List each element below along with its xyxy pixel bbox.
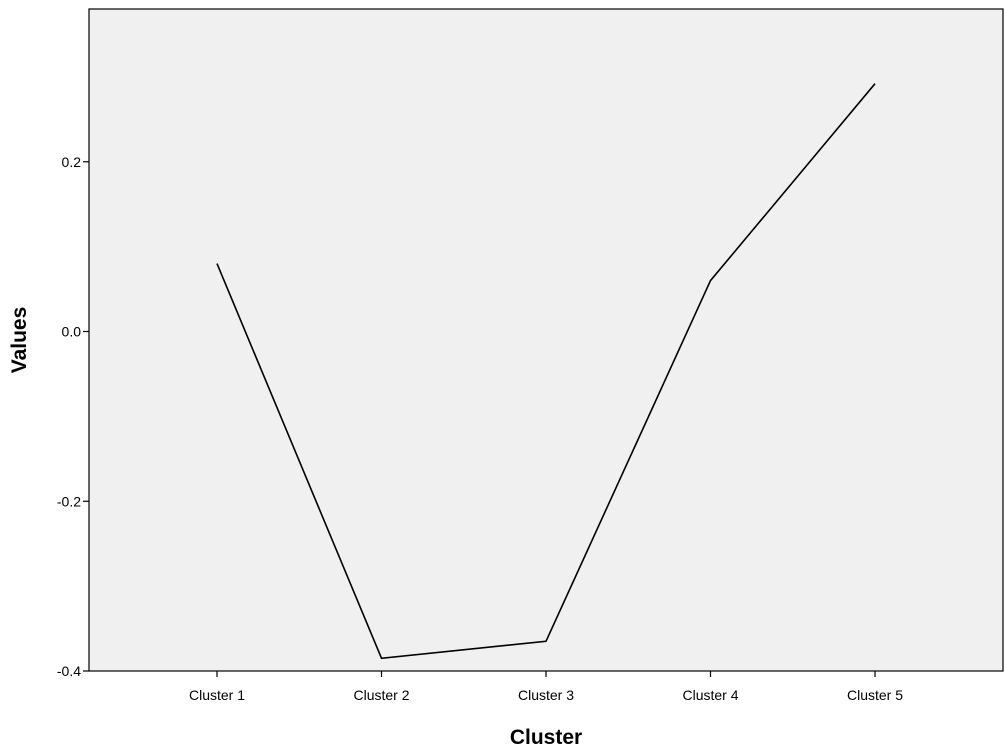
y-tick-label: -0.4 <box>57 663 81 679</box>
series-points <box>216 83 876 659</box>
plot-area <box>88 8 1004 672</box>
x-tick-label: Cluster 1 <box>189 687 245 703</box>
y-axis-title: Values <box>8 307 31 374</box>
x-tick-label: Cluster 3 <box>518 687 574 703</box>
y-tick-label: 0.0 <box>62 324 82 340</box>
x-axis-title: Cluster <box>510 726 582 749</box>
y-tick-label: -0.2 <box>57 493 81 509</box>
x-tick-label: Cluster 2 <box>353 687 409 703</box>
x-tick-label: Cluster 5 <box>847 687 903 703</box>
y-tick-label: 0.2 <box>62 154 82 170</box>
y-axis-ticks: -0.4 -0.2 0.0 0.2 <box>57 154 89 679</box>
x-axis-ticks: Cluster 1 Cluster 2 Cluster 3 Cluster 4 Clus… <box>189 671 903 703</box>
x-tick-label: Cluster 4 <box>682 687 738 703</box>
